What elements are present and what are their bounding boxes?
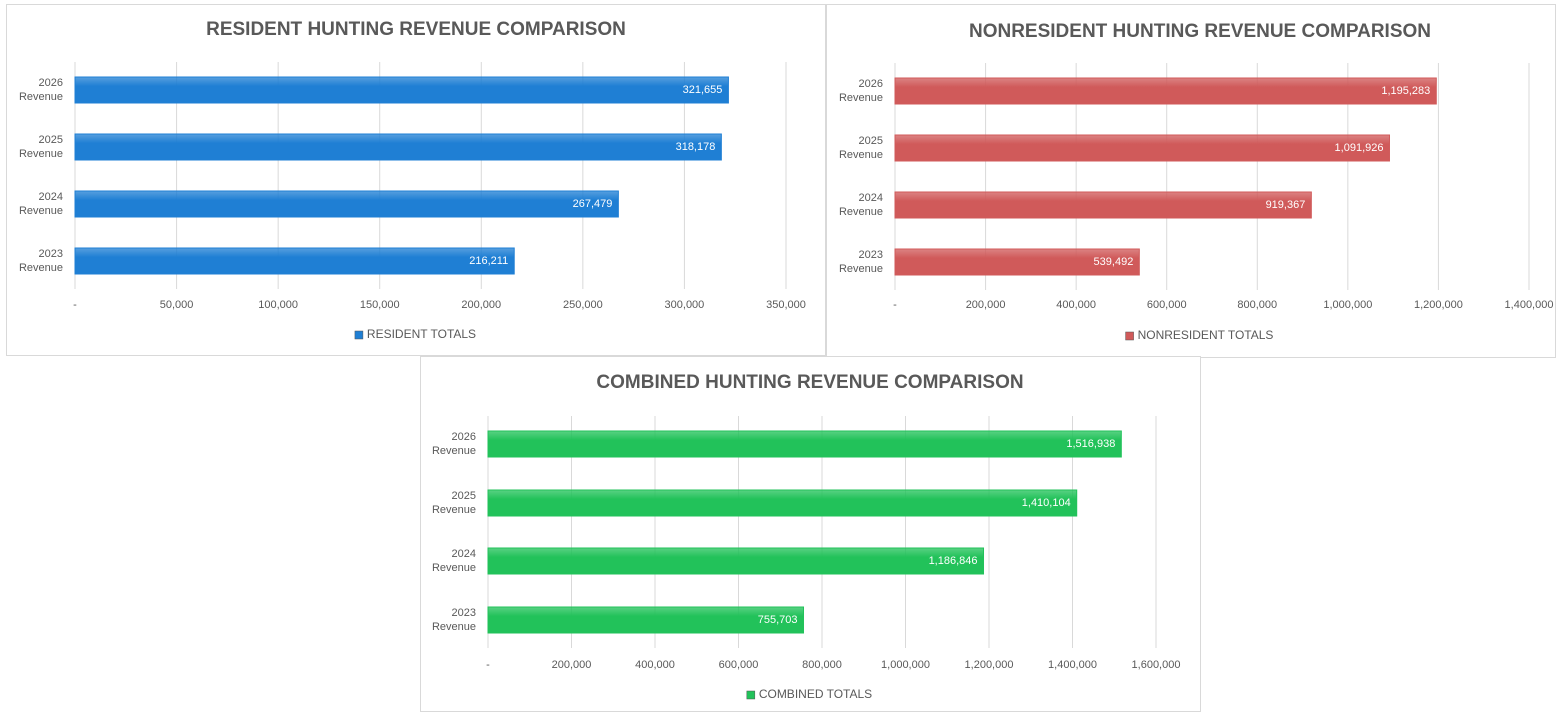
data-label: 216,211 <box>469 255 508 267</box>
bar <box>894 191 1312 219</box>
data-label: 1,516,938 <box>1066 438 1115 450</box>
y-tick-label: 2026 Revenue <box>18 77 63 103</box>
x-tick-label: 150,000 <box>360 299 400 311</box>
data-label: 755,703 <box>758 614 798 626</box>
x-tick-label: 1,600,000 <box>1132 659 1181 671</box>
legend-swatch <box>354 330 364 340</box>
y-tick-label: 2025 Revenue <box>18 134 63 160</box>
bar <box>894 248 1140 276</box>
y-tick-label: 2024 Revenue <box>838 192 883 218</box>
chart-title: RESIDENT HUNTING REVENUE COMPARISON <box>206 19 626 40</box>
x-tick-label: - <box>893 299 897 311</box>
x-tick-label: 200,000 <box>966 299 1006 311</box>
x-tick-label: 1,400,000 <box>1505 299 1554 311</box>
x-tick-label: 600,000 <box>1147 299 1187 311</box>
bar <box>894 134 1390 162</box>
data-label: 321,655 <box>683 84 723 96</box>
data-label: 919,367 <box>1266 199 1306 211</box>
x-tick-label: 300,000 <box>665 299 705 311</box>
y-tick-label: 2023 Revenue <box>431 607 476 633</box>
bar <box>487 489 1078 517</box>
legend-label: NONRESIDENT TOTALS <box>1138 328 1274 342</box>
y-tick-label: 2023 Revenue <box>18 248 63 274</box>
bar <box>74 76 729 104</box>
x-tick-label: 1,200,000 <box>965 659 1014 671</box>
data-label: 1,195,283 <box>1381 85 1430 97</box>
y-tick-label: 2024 Revenue <box>431 548 476 574</box>
data-label: 267,479 <box>573 198 613 210</box>
bar <box>74 190 619 218</box>
data-label: 1,091,926 <box>1335 142 1384 154</box>
legend-swatch <box>746 690 756 700</box>
bar <box>74 133 722 161</box>
legend-swatch <box>1125 331 1134 341</box>
x-tick-label: - <box>486 659 490 671</box>
x-tick-label: 400,000 <box>635 659 675 671</box>
x-tick-label: 1,000,000 <box>881 659 930 671</box>
x-tick-label: 800,000 <box>1237 299 1277 311</box>
bar <box>894 77 1437 105</box>
y-tick-label: 2026 Revenue <box>838 78 883 104</box>
bar <box>487 547 985 575</box>
y-tick-label: 2023 Revenue <box>838 249 883 275</box>
x-tick-label: 350,000 <box>766 299 806 311</box>
legend-label: RESIDENT TOTALS <box>367 327 476 341</box>
data-label: 1,186,846 <box>929 555 978 567</box>
x-tick-label: 250,000 <box>563 299 603 311</box>
y-tick-label: 2024 Revenue <box>18 191 63 217</box>
x-tick-label: 1,200,000 <box>1414 299 1463 311</box>
y-tick-label: 2026 Revenue <box>431 431 476 457</box>
chart-frame <box>420 356 1201 712</box>
legend-label: COMBINED TOTALS <box>759 687 872 701</box>
x-tick-label: 1,000,000 <box>1323 299 1372 311</box>
chart-title: COMBINED HUNTING REVENUE COMPARISON <box>596 372 1023 393</box>
x-tick-label: 200,000 <box>552 659 592 671</box>
x-tick-label: 200,000 <box>461 299 501 311</box>
chart-frame <box>6 4 826 356</box>
data-label: 539,492 <box>1094 256 1134 268</box>
y-tick-label: 2025 Revenue <box>431 490 476 516</box>
data-label: 1,410,104 <box>1022 497 1071 509</box>
y-tick-label: 2025 Revenue <box>838 135 883 161</box>
data-label: 318,178 <box>676 141 716 153</box>
bar <box>74 247 515 275</box>
bar <box>487 430 1122 458</box>
x-tick-label: 1,400,000 <box>1048 659 1097 671</box>
chart-title: NONRESIDENT HUNTING REVENUE COMPARISON <box>969 21 1431 42</box>
x-tick-label: - <box>73 299 77 311</box>
x-tick-label: 100,000 <box>258 299 298 311</box>
bar <box>487 606 805 634</box>
chart-frame <box>826 4 1556 358</box>
x-tick-label: 50,000 <box>160 299 194 311</box>
x-tick-label: 600,000 <box>719 659 759 671</box>
x-tick-label: 400,000 <box>1056 299 1096 311</box>
x-tick-label: 800,000 <box>802 659 842 671</box>
